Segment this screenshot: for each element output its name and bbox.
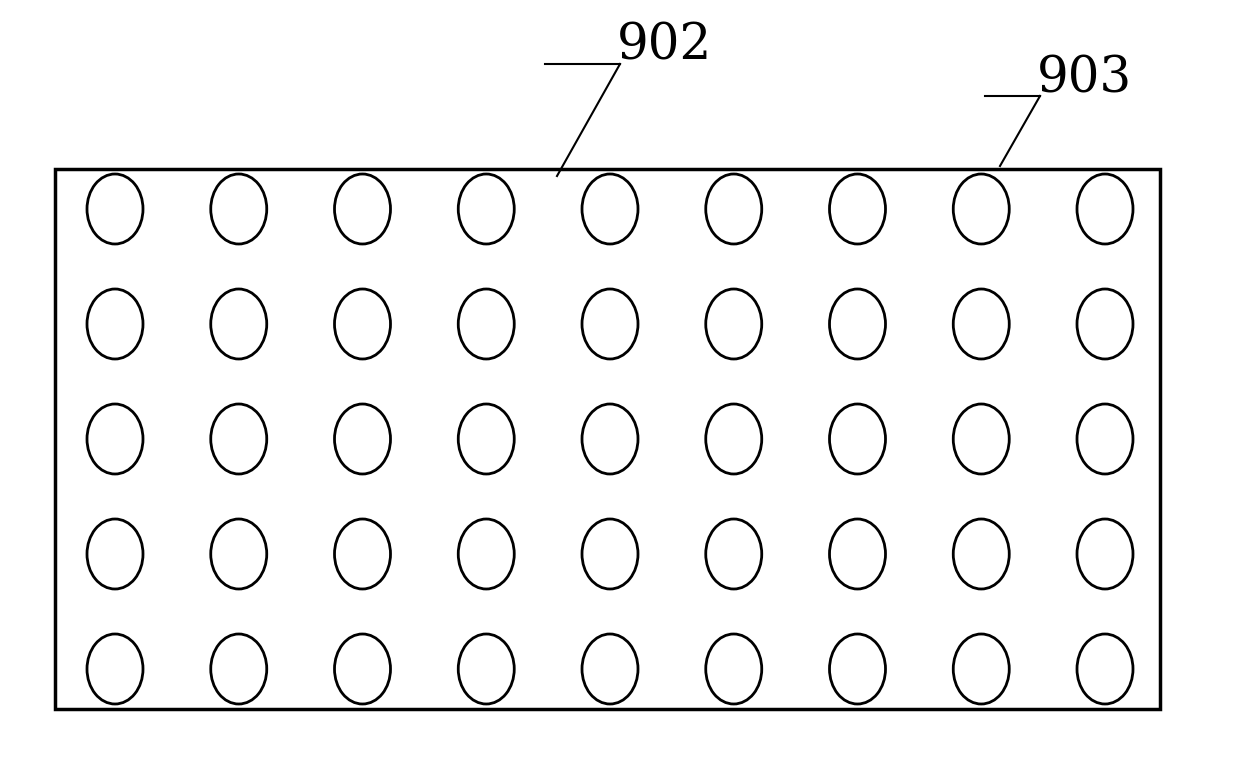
- Ellipse shape: [459, 174, 515, 244]
- Ellipse shape: [459, 634, 515, 704]
- Ellipse shape: [954, 404, 1009, 474]
- Text: 903: 903: [1038, 54, 1132, 104]
- Ellipse shape: [830, 174, 885, 244]
- Ellipse shape: [954, 289, 1009, 359]
- Ellipse shape: [87, 634, 143, 704]
- Ellipse shape: [706, 289, 761, 359]
- Ellipse shape: [87, 519, 143, 589]
- Ellipse shape: [1078, 519, 1133, 589]
- Ellipse shape: [87, 404, 143, 474]
- Ellipse shape: [87, 289, 143, 359]
- Ellipse shape: [830, 634, 885, 704]
- Ellipse shape: [211, 519, 267, 589]
- Ellipse shape: [954, 634, 1009, 704]
- Ellipse shape: [459, 404, 515, 474]
- Ellipse shape: [582, 404, 639, 474]
- Ellipse shape: [706, 174, 761, 244]
- Ellipse shape: [830, 404, 885, 474]
- Ellipse shape: [954, 519, 1009, 589]
- Ellipse shape: [211, 289, 267, 359]
- Ellipse shape: [1078, 174, 1133, 244]
- Ellipse shape: [706, 634, 761, 704]
- Ellipse shape: [1078, 404, 1133, 474]
- Ellipse shape: [582, 519, 639, 589]
- Ellipse shape: [830, 289, 885, 359]
- Ellipse shape: [582, 289, 639, 359]
- Ellipse shape: [459, 289, 515, 359]
- Ellipse shape: [1078, 634, 1133, 704]
- Bar: [55, 169, 1159, 709]
- Ellipse shape: [706, 519, 761, 589]
- Ellipse shape: [1078, 289, 1133, 359]
- Ellipse shape: [335, 289, 391, 359]
- Ellipse shape: [459, 519, 515, 589]
- Ellipse shape: [335, 174, 391, 244]
- Ellipse shape: [211, 174, 267, 244]
- Ellipse shape: [335, 634, 391, 704]
- Ellipse shape: [954, 174, 1009, 244]
- Ellipse shape: [87, 174, 143, 244]
- Ellipse shape: [706, 404, 761, 474]
- Ellipse shape: [335, 404, 391, 474]
- Ellipse shape: [211, 404, 267, 474]
- Ellipse shape: [582, 174, 639, 244]
- Ellipse shape: [211, 634, 267, 704]
- Ellipse shape: [830, 519, 885, 589]
- Text: 902: 902: [618, 21, 713, 71]
- Ellipse shape: [582, 634, 639, 704]
- Ellipse shape: [335, 519, 391, 589]
